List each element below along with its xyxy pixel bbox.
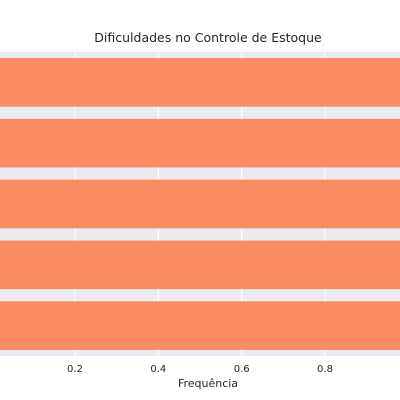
x-axis-label: Frequência [178,377,238,390]
bars [0,58,400,350]
bar [0,240,400,290]
x-tick-label: 0.8 [317,364,333,375]
x-tick-label: 0.4 [150,364,166,375]
bar [0,179,400,229]
bar [0,301,400,350]
chart-title: Dificuldades no Controle de Estoque [94,30,322,45]
bar [0,118,400,168]
x-axis-ticks: 0.2 0.4 0.6 0.8 [67,364,333,375]
x-tick-label: 0.2 [67,364,83,375]
bar [0,58,400,107]
x-tick-label: 0.6 [234,364,250,375]
